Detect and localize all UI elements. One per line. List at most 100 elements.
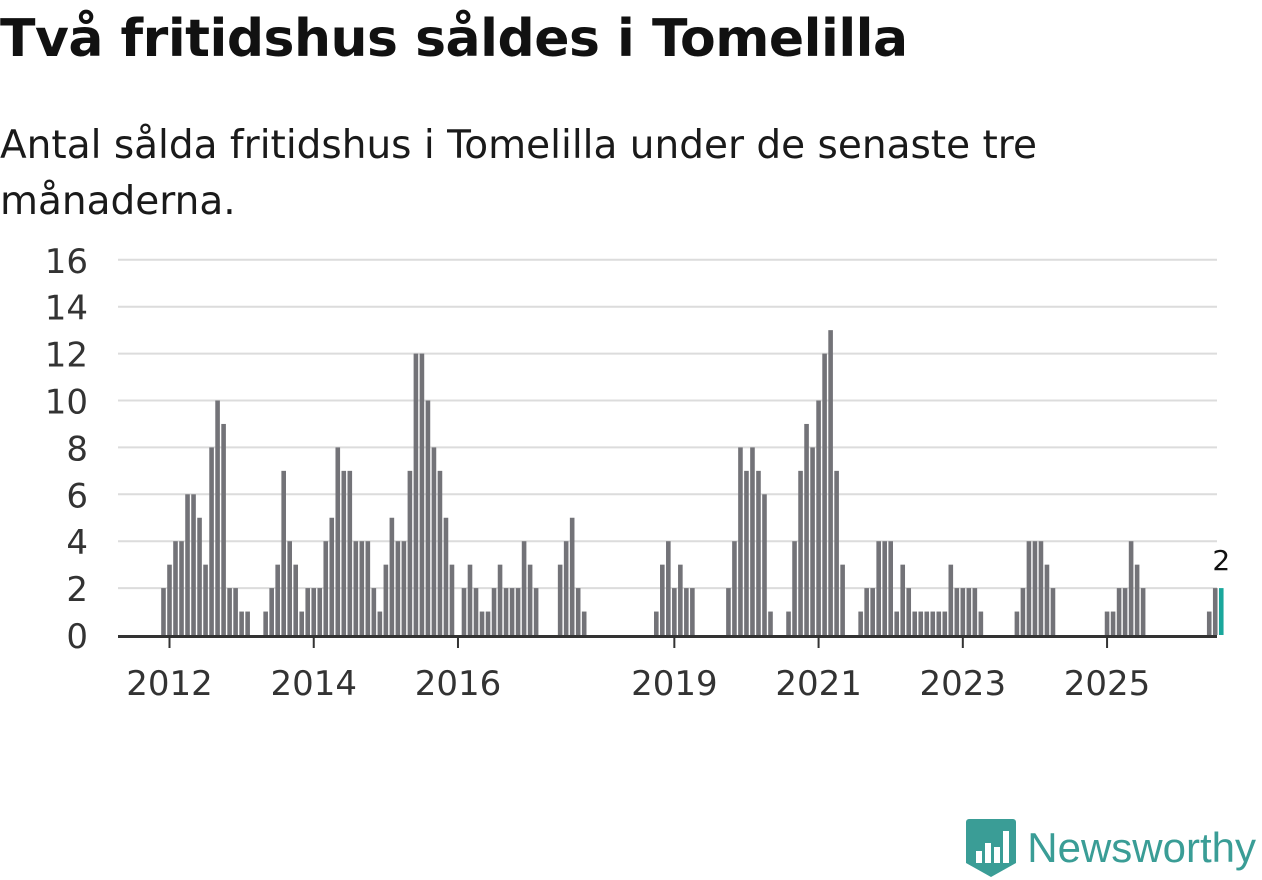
y-tick-label: 8 bbox=[66, 429, 88, 469]
bar bbox=[822, 353, 827, 635]
highlight-bar bbox=[1218, 588, 1224, 635]
y-tick-label: 14 bbox=[45, 289, 88, 329]
chart-title: Två fritidshus såldes i Tomelilla bbox=[0, 9, 908, 69]
bars bbox=[161, 330, 1224, 635]
bar bbox=[479, 611, 485, 635]
bar bbox=[467, 564, 473, 635]
bar bbox=[876, 541, 881, 635]
bar bbox=[954, 588, 960, 635]
bar bbox=[792, 541, 797, 635]
bar bbox=[173, 541, 178, 635]
y-axis-ticks: 0 2 4 6 8 10 12 14 16 bbox=[45, 242, 88, 657]
bar bbox=[888, 541, 893, 635]
x-tick-label: 2016 bbox=[415, 664, 502, 704]
bar bbox=[906, 588, 912, 635]
bar bbox=[864, 588, 869, 635]
bar bbox=[798, 470, 803, 635]
bar bbox=[563, 541, 569, 635]
bar bbox=[756, 470, 761, 635]
bar bbox=[377, 611, 383, 635]
bar bbox=[569, 517, 575, 635]
x-tick-label: 2025 bbox=[1064, 664, 1151, 704]
bar bbox=[557, 564, 563, 635]
bar bbox=[407, 470, 413, 635]
x-tick-label: 2014 bbox=[270, 664, 357, 704]
bar bbox=[383, 564, 389, 635]
bar bbox=[575, 588, 581, 635]
bar bbox=[672, 588, 677, 635]
bar bbox=[1104, 611, 1110, 635]
bar bbox=[1122, 588, 1128, 635]
bar bbox=[335, 447, 341, 635]
y-tick-label: 0 bbox=[66, 617, 88, 657]
bar bbox=[275, 564, 280, 635]
bar bbox=[365, 541, 371, 635]
bar bbox=[966, 588, 972, 635]
x-tick-label: 2019 bbox=[631, 664, 718, 704]
bar bbox=[810, 447, 815, 635]
bar bbox=[527, 564, 533, 635]
bar bbox=[515, 588, 521, 635]
bar bbox=[293, 564, 299, 635]
bar bbox=[323, 541, 329, 635]
brand-name: Newsworthy bbox=[1027, 824, 1256, 871]
bar bbox=[461, 588, 467, 635]
bar bbox=[473, 588, 479, 635]
bar bbox=[581, 611, 587, 635]
bar bbox=[744, 470, 749, 635]
bar bbox=[227, 588, 232, 635]
bar bbox=[1044, 564, 1050, 635]
bar bbox=[329, 517, 335, 635]
bar bbox=[245, 611, 250, 635]
bar bbox=[239, 611, 244, 635]
bar bbox=[215, 400, 220, 635]
bar bbox=[305, 588, 311, 635]
bar bbox=[347, 470, 353, 635]
bar bbox=[161, 588, 166, 635]
bar bbox=[191, 494, 196, 635]
bar bbox=[401, 541, 407, 635]
grid-lines bbox=[118, 258, 1217, 590]
bar bbox=[942, 611, 948, 635]
bar bbox=[491, 588, 497, 635]
y-tick-label: 2 bbox=[66, 570, 88, 610]
bar bbox=[918, 611, 924, 635]
bar bbox=[900, 564, 906, 635]
bar bbox=[443, 517, 449, 635]
y-tick-label: 12 bbox=[45, 336, 88, 376]
x-tick-label: 2023 bbox=[920, 664, 1007, 704]
bar bbox=[533, 588, 539, 635]
bar bbox=[786, 611, 791, 635]
bar bbox=[978, 611, 984, 635]
bar bbox=[389, 517, 395, 635]
bar bbox=[179, 541, 184, 635]
bar bbox=[221, 423, 226, 635]
bar-chart-badge-icon bbox=[966, 819, 1017, 877]
bar bbox=[509, 588, 515, 635]
bar bbox=[1212, 588, 1218, 635]
bar bbox=[185, 494, 190, 635]
bar bbox=[317, 588, 323, 635]
bar bbox=[287, 541, 292, 635]
bar bbox=[203, 564, 208, 635]
bar bbox=[425, 400, 431, 635]
bar bbox=[816, 400, 821, 635]
bar bbox=[972, 588, 978, 635]
bar bbox=[660, 564, 665, 635]
data-labels: 2 bbox=[1212, 544, 1230, 577]
y-tick-label: 10 bbox=[45, 383, 88, 423]
bar bbox=[503, 588, 509, 635]
bar bbox=[684, 588, 689, 635]
bar bbox=[281, 470, 286, 635]
bar bbox=[882, 541, 887, 635]
bar bbox=[419, 353, 425, 635]
bar bbox=[1140, 588, 1146, 635]
bar bbox=[912, 611, 918, 635]
bar bbox=[1032, 541, 1038, 635]
bar bbox=[894, 611, 900, 635]
bar bbox=[449, 564, 455, 635]
bar bbox=[395, 541, 401, 635]
chart-subtitle: Antal sålda fritidshus i Tomelilla under… bbox=[0, 123, 1037, 224]
bar bbox=[738, 447, 743, 635]
